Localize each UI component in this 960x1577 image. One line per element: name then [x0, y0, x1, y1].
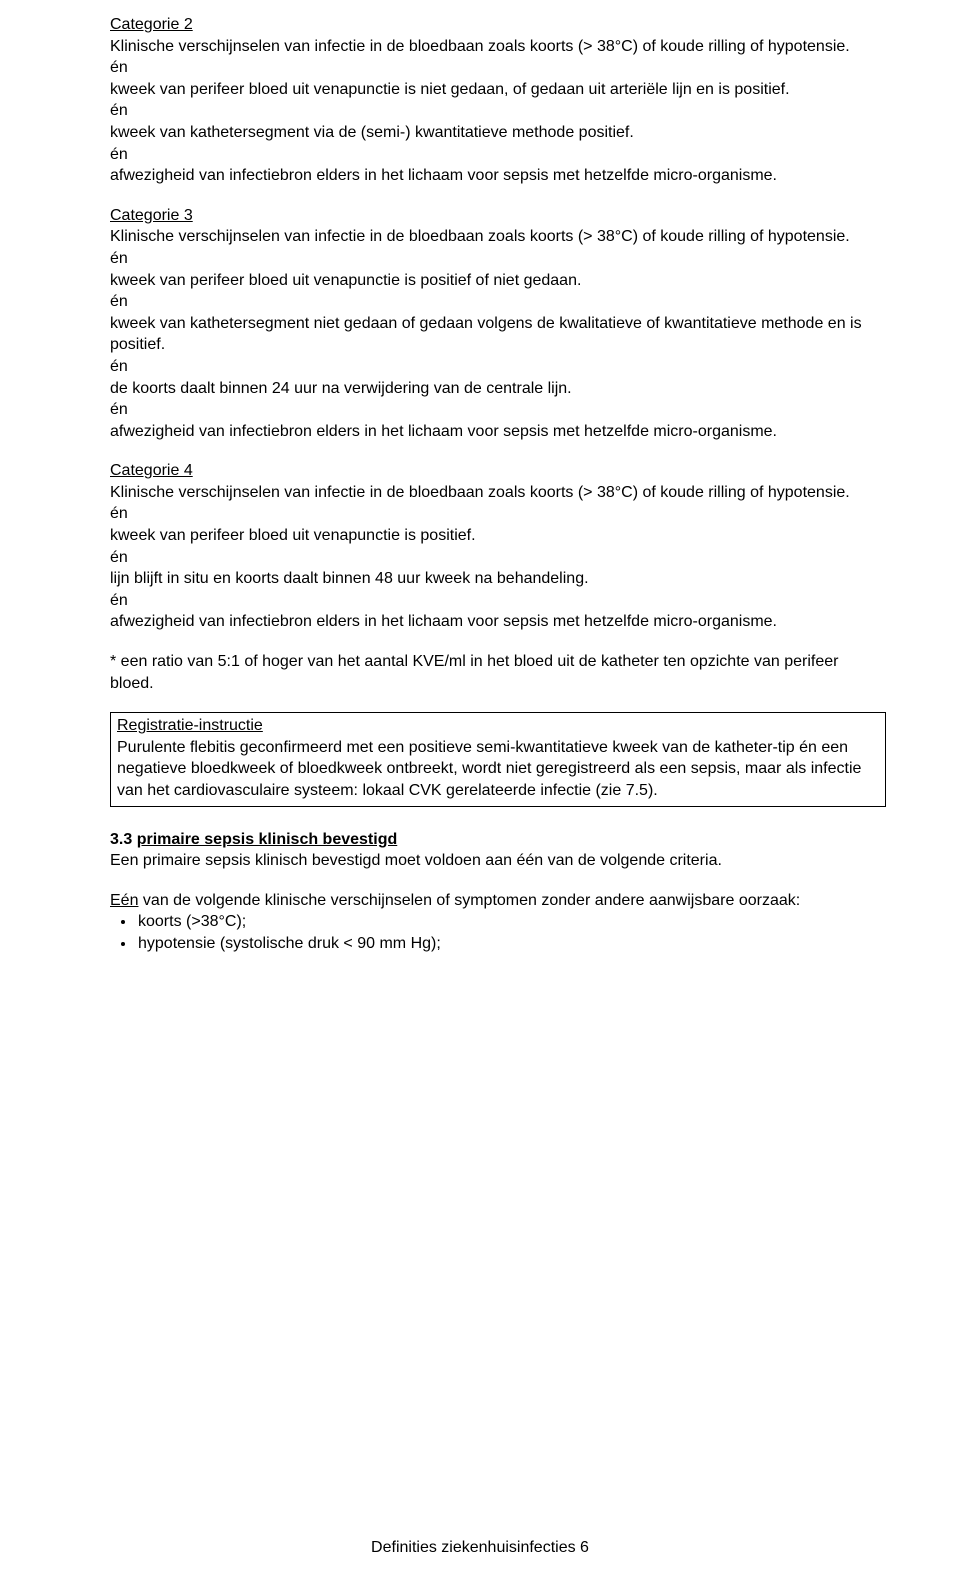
- body-text: de koorts daalt binnen 24 uur na verwijd…: [110, 378, 886, 400]
- list-item: hypotensie (systolische druk < 90 mm Hg)…: [136, 933, 886, 955]
- category-2-block: Categorie 2 Klinische verschijnselen van…: [110, 14, 886, 187]
- body-text: én: [110, 291, 886, 313]
- ratio-note: * een ratio van 5:1 of hoger van het aan…: [110, 651, 886, 694]
- body-text: lijn blijft in situ en koorts daalt binn…: [110, 568, 886, 590]
- body-text: én: [110, 547, 886, 569]
- body-text: én: [110, 248, 886, 270]
- list-item: koorts (>38°C);: [136, 911, 886, 933]
- category-4-title: Categorie 4: [110, 460, 886, 482]
- spacer: [110, 872, 886, 890]
- box-title: Registratie-instructie: [117, 715, 879, 737]
- section-number: 3.3: [110, 831, 137, 848]
- section-title: primaire sepsis klinisch bevestigd: [137, 831, 398, 848]
- body-text: Eén van de volgende klinische verschijns…: [110, 890, 886, 912]
- document-page: Categorie 2 Klinische verschijnselen van…: [0, 0, 960, 1577]
- category-3-title: Categorie 3: [110, 205, 886, 227]
- body-text: Klinische verschijnselen van infectie in…: [110, 226, 886, 248]
- section-3-3-heading: 3.3 primaire sepsis klinisch bevestigd: [110, 829, 886, 851]
- category-3-block: Categorie 3 Klinische verschijnselen van…: [110, 205, 886, 443]
- body-text: afwezigheid van infectiebron elders in h…: [110, 421, 886, 443]
- page-footer: Definities ziekenhuisinfecties 6: [0, 1537, 960, 1559]
- body-text: afwezigheid van infectiebron elders in h…: [110, 611, 886, 633]
- body-text: kweek van kathetersegment via de (semi-)…: [110, 122, 886, 144]
- body-text: én: [110, 590, 886, 612]
- body-text: kweek van perifeer bloed uit venapunctie…: [110, 79, 886, 101]
- body-text: Klinische verschijnselen van infectie in…: [110, 36, 886, 58]
- body-text: én: [110, 399, 886, 421]
- body-text: kweek van perifeer bloed uit venapunctie…: [110, 525, 886, 547]
- category-4-block: Categorie 4 Klinische verschijnselen van…: [110, 460, 886, 633]
- emphasis-text: Eén: [110, 892, 138, 909]
- body-text: kweek van kathetersegment niet gedaan of…: [110, 313, 886, 356]
- body-text: Klinische verschijnselen van infectie in…: [110, 482, 886, 504]
- symptom-list: koorts (>38°C); hypotensie (systolische …: [136, 911, 886, 954]
- body-text: én: [110, 503, 886, 525]
- box-body: Purulente flebitis geconfirmeerd met een…: [117, 737, 879, 802]
- body-text: afwezigheid van infectiebron elders in h…: [110, 165, 886, 187]
- body-text: Een primaire sepsis klinisch bevestigd m…: [110, 850, 886, 872]
- body-text: van de volgende klinische verschijnselen…: [138, 892, 800, 909]
- body-text: én: [110, 356, 886, 378]
- body-text: * een ratio van 5:1 of hoger van het aan…: [110, 651, 886, 694]
- body-text: én: [110, 144, 886, 166]
- registration-instruction-box: Registratie-instructie Purulente flebiti…: [110, 712, 886, 806]
- category-2-title: Categorie 2: [110, 14, 886, 36]
- body-text: én: [110, 57, 886, 79]
- body-text: én: [110, 100, 886, 122]
- body-text: kweek van perifeer bloed uit venapunctie…: [110, 270, 886, 292]
